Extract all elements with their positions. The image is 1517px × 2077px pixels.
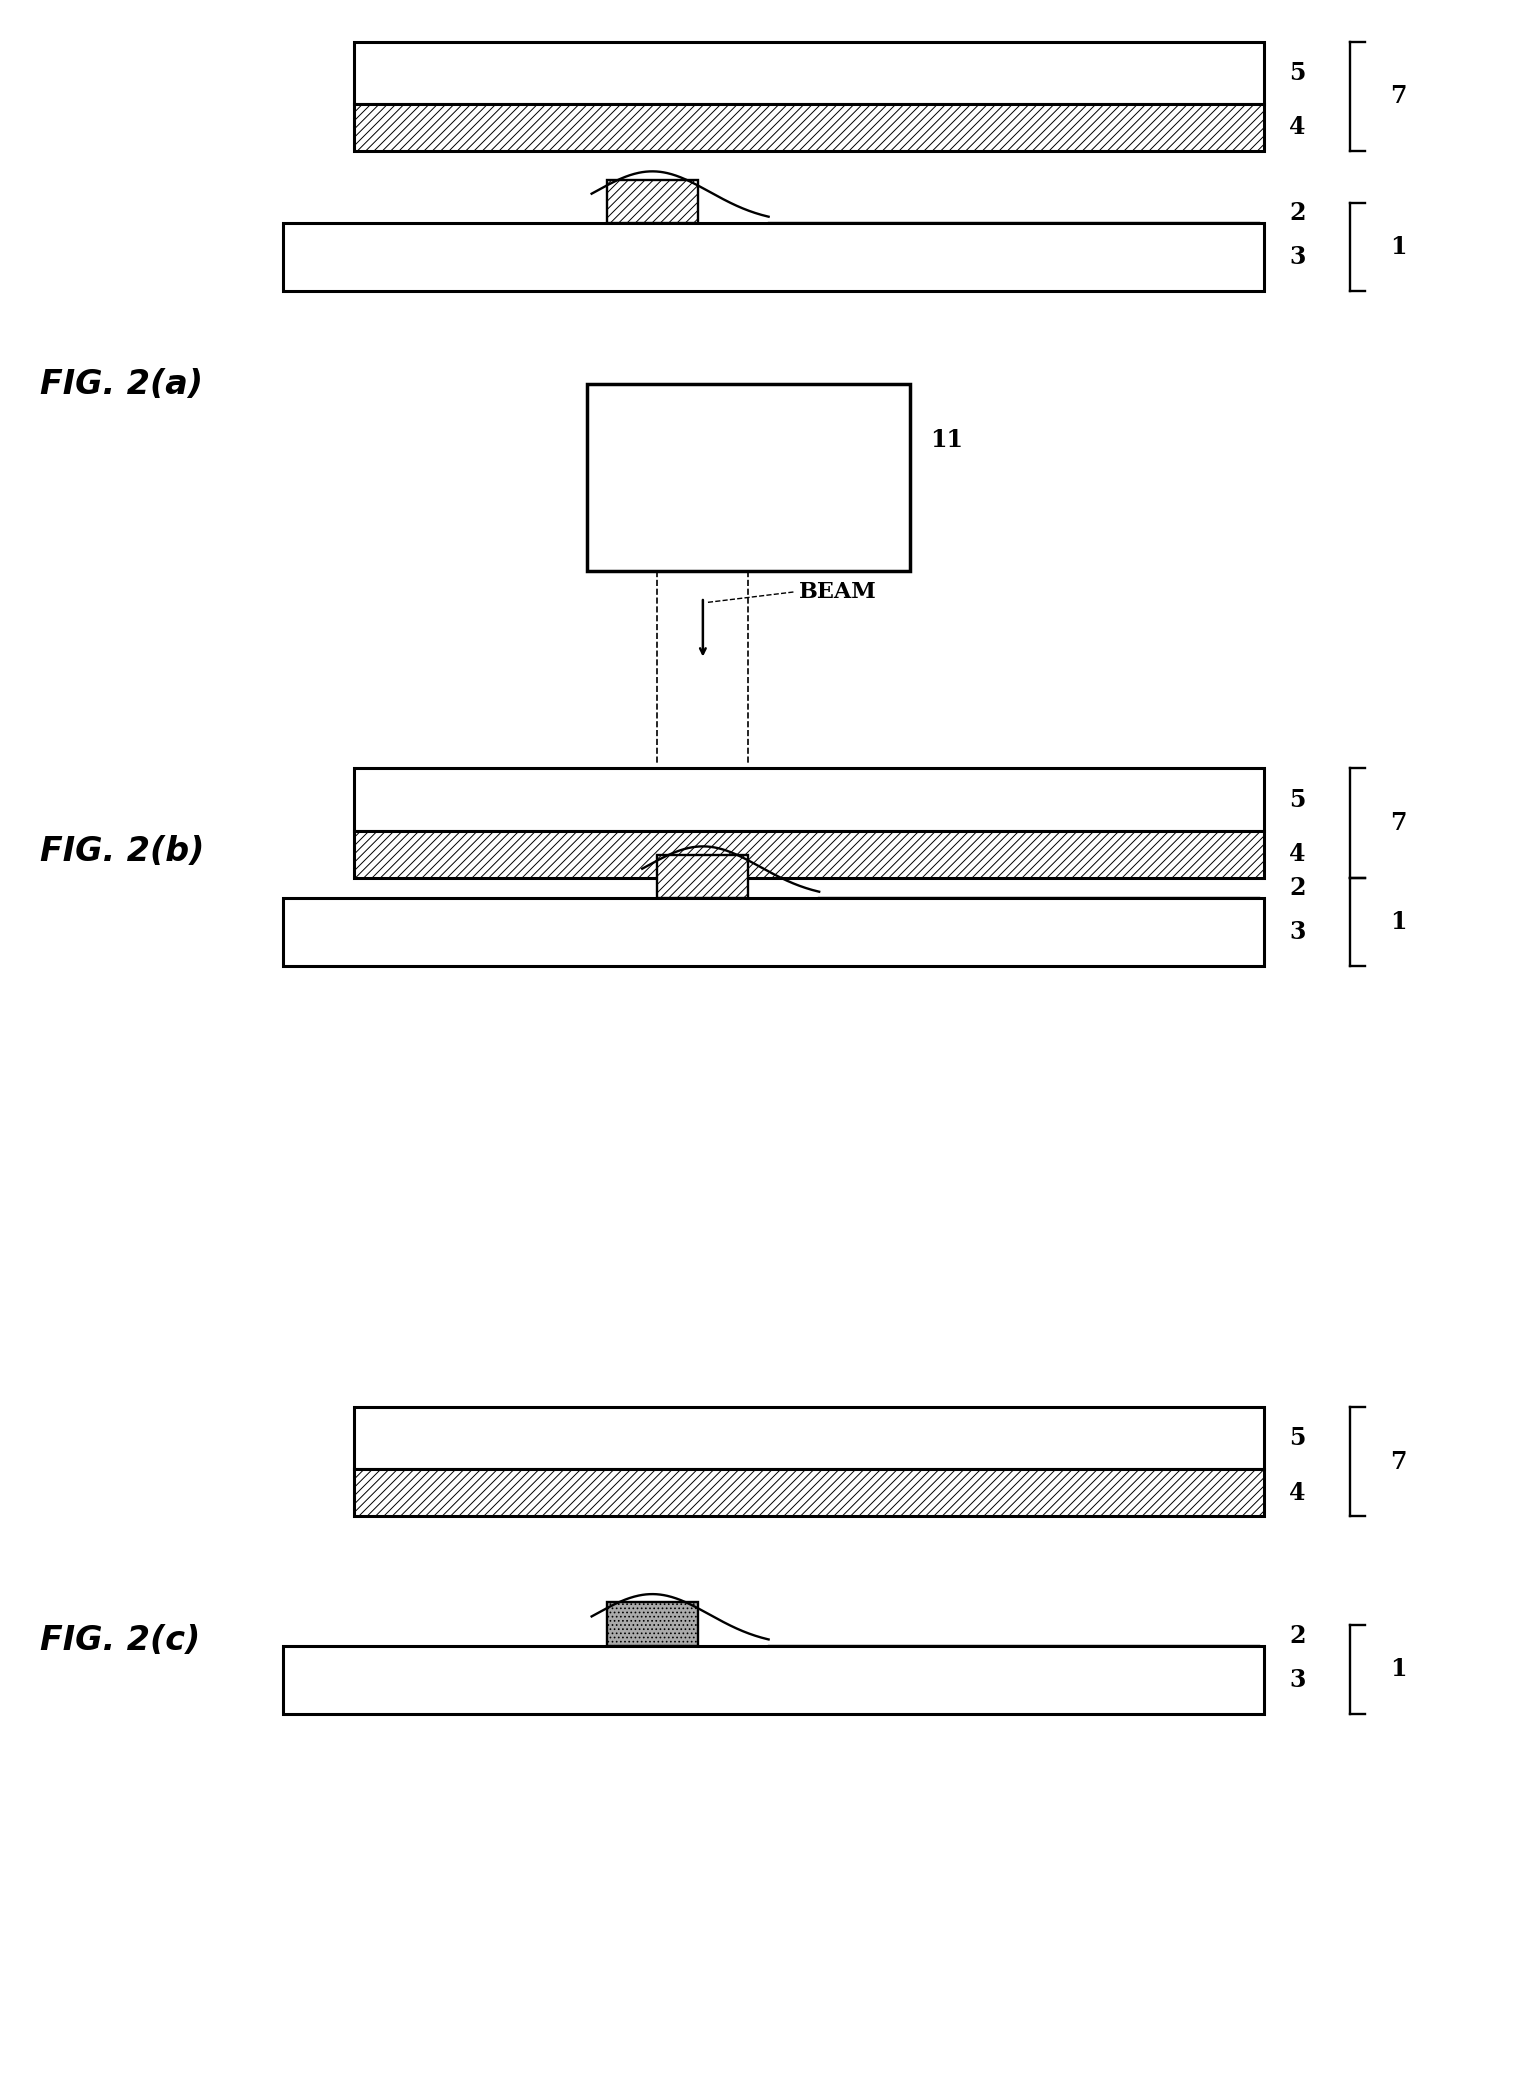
Bar: [657, 856, 748, 897]
Text: BEAM: BEAM: [799, 582, 877, 602]
Text: 3: 3: [1289, 245, 1306, 270]
Text: 5: 5: [1289, 60, 1306, 85]
Text: 7: 7: [1391, 1450, 1408, 1475]
Text: 11: 11: [930, 428, 963, 453]
Text: 2: 2: [1289, 1624, 1306, 1647]
Text: 1: 1: [1391, 910, 1408, 935]
Text: 1: 1: [1391, 235, 1408, 260]
Bar: [607, 1603, 698, 1645]
Bar: [353, 1408, 1264, 1471]
Bar: [284, 897, 1264, 966]
Bar: [607, 179, 698, 222]
Text: 1: 1: [1391, 1657, 1408, 1682]
Text: 2: 2: [1289, 201, 1306, 224]
Text: 4: 4: [1289, 1481, 1306, 1506]
Text: 4: 4: [1289, 114, 1306, 139]
Text: 4: 4: [1289, 841, 1306, 866]
Text: FIG. 2(a): FIG. 2(a): [41, 368, 203, 401]
Bar: [353, 1471, 1264, 1516]
Bar: [353, 104, 1264, 150]
Bar: [587, 384, 910, 571]
Bar: [284, 222, 1264, 291]
Bar: [353, 831, 1264, 876]
Text: FIG. 2(c): FIG. 2(c): [41, 1624, 200, 1657]
Text: FIG. 2(b): FIG. 2(b): [41, 835, 205, 868]
Text: 3: 3: [1289, 920, 1306, 945]
Text: 2: 2: [1289, 876, 1306, 899]
Text: 3: 3: [1289, 1668, 1306, 1693]
Text: 7: 7: [1391, 83, 1408, 108]
Bar: [284, 1645, 1264, 1714]
Text: 7: 7: [1391, 810, 1408, 835]
Bar: [353, 768, 1264, 831]
Text: 5: 5: [1289, 787, 1306, 812]
Text: 5: 5: [1289, 1427, 1306, 1450]
Bar: [353, 42, 1264, 104]
